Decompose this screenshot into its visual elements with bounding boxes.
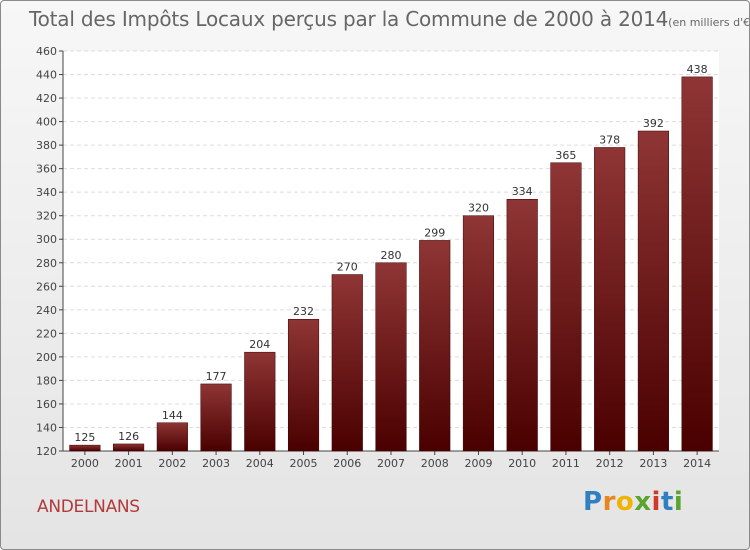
y-tick-label: 340 <box>36 186 57 199</box>
y-tick-label: 440 <box>36 69 57 82</box>
commune-name: ANDELNANS <box>37 497 140 517</box>
bar-value-label: 177 <box>206 370 227 383</box>
x-tick-label: 2011 <box>552 457 580 470</box>
bar-2010 <box>506 198 538 452</box>
bar-value-label: 438 <box>687 63 708 76</box>
bar-2009 <box>462 215 495 452</box>
bar-value-label: 125 <box>74 431 95 444</box>
proxiti-logo: Proxiti <box>583 487 683 517</box>
bar-2014 <box>681 76 713 452</box>
bar-2006 <box>331 274 363 452</box>
logo-letter: r <box>602 487 616 517</box>
y-tick-label: 400 <box>36 116 57 129</box>
bar-value-label: 144 <box>162 409 183 422</box>
x-tick-label: 2014 <box>683 457 711 470</box>
bar-2003 <box>200 383 232 452</box>
y-tick-label: 420 <box>36 92 57 105</box>
bar-2013 <box>637 130 669 452</box>
x-tick-label: 2013 <box>639 457 667 470</box>
x-tick-label: 2008 <box>421 457 449 470</box>
y-tick-label: 140 <box>36 421 57 434</box>
bar-2001 <box>113 443 145 452</box>
bar-2000 <box>69 444 101 452</box>
y-tick-label: 360 <box>36 163 57 176</box>
y-tick-label: 300 <box>36 233 57 246</box>
x-tick-label: 2004 <box>246 457 274 470</box>
bar-2008 <box>419 240 451 452</box>
y-tick-label: 460 <box>36 45 57 58</box>
logo-letter: P <box>583 487 603 517</box>
x-tick-label: 2002 <box>158 457 186 470</box>
y-tick-label: 280 <box>36 257 57 270</box>
y-tick-label: 120 <box>36 445 57 458</box>
logo-letter: i <box>673 487 684 517</box>
y-tick-label: 380 <box>36 139 57 152</box>
bars <box>69 76 713 452</box>
bar-value-label: 365 <box>555 149 576 162</box>
bar-2007 <box>375 262 407 452</box>
bar-value-label: 232 <box>293 305 314 318</box>
bar-2002 <box>156 422 188 452</box>
bar-2005 <box>287 318 320 452</box>
bar-value-label: 392 <box>643 117 664 130</box>
y-tick-label: 180 <box>36 374 57 387</box>
bar-value-label: 204 <box>249 338 270 351</box>
bar-value-label: 334 <box>512 185 533 198</box>
x-tick-label: 2010 <box>508 457 536 470</box>
x-tick-label: 2001 <box>115 457 143 470</box>
logo-letter: i <box>651 487 661 517</box>
bar-value-label: 299 <box>424 226 445 239</box>
bar-value-label: 378 <box>599 133 620 146</box>
bar-2012 <box>594 147 626 452</box>
x-tick-label: 2005 <box>290 457 318 470</box>
x-tick-label: 2000 <box>71 457 99 470</box>
labels: 120 140 160 180 200 220 240 260 280 300 320 340 360 3… <box>36 45 711 470</box>
logo-letter: o <box>615 487 635 517</box>
chart-title-text: Total des Impôts Locaux perçus par la Co… <box>29 7 669 31</box>
bar-value-label: 270 <box>337 261 358 274</box>
y-tick-label: 320 <box>36 210 57 223</box>
y-tick-label: 160 <box>36 398 57 411</box>
y-tick-label: 220 <box>36 327 57 340</box>
bar-value-label: 320 <box>468 202 489 215</box>
logo-letter: t <box>660 487 674 517</box>
x-tick-label: 2007 <box>377 457 405 470</box>
logo-letter: x <box>634 487 652 517</box>
bar-value-label: 126 <box>118 430 139 443</box>
x-tick-label: 2012 <box>596 457 624 470</box>
x-tick-label: 2009 <box>464 457 492 470</box>
y-tick-label: 240 <box>36 304 57 317</box>
x-tick-label: 2006 <box>333 457 361 470</box>
y-tick-label: 260 <box>36 280 57 293</box>
chart-title: Total des Impôts Locaux perçus par la Co… <box>29 7 750 31</box>
bar-2004 <box>244 351 276 452</box>
x-tick-label: 2003 <box>202 457 230 470</box>
y-tick-label: 200 <box>36 351 57 364</box>
bar-2011 <box>550 162 582 452</box>
chart-title-unit: (en milliers d'€) <box>668 16 750 29</box>
bar-value-label: 280 <box>381 249 402 262</box>
